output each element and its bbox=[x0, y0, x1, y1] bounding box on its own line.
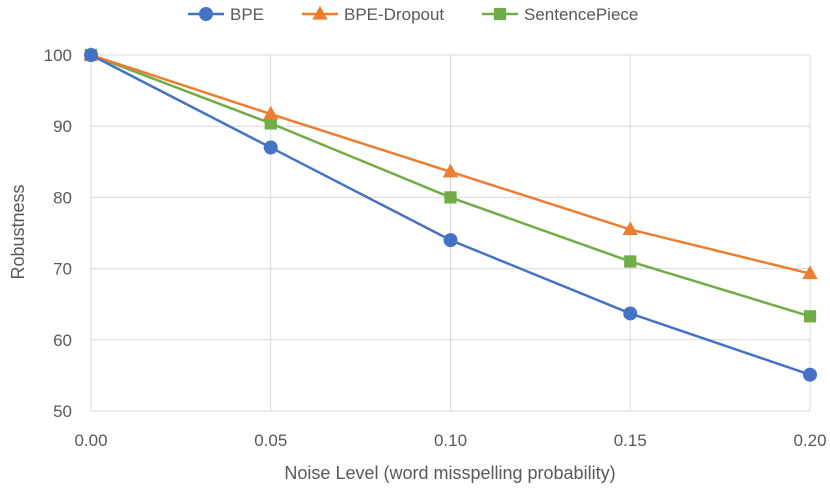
data-point bbox=[442, 163, 459, 178]
data-point bbox=[493, 7, 507, 21]
data-point bbox=[263, 105, 279, 120]
y-tick-label: 80 bbox=[53, 188, 72, 207]
y-axis-label: Robustness bbox=[8, 184, 28, 279]
y-tick-label: 90 bbox=[53, 117, 72, 136]
data-point bbox=[622, 221, 638, 236]
data-point bbox=[264, 117, 277, 130]
data-point bbox=[199, 7, 213, 21]
data-point bbox=[444, 191, 457, 204]
legend-item-sentencepiece: SentencePiece bbox=[482, 5, 638, 24]
x-tick-label: 0.10 bbox=[434, 431, 467, 450]
y-tick-label: 60 bbox=[53, 331, 72, 350]
legend-label: BPE-Dropout bbox=[344, 5, 444, 24]
data-point bbox=[624, 255, 637, 268]
data-point bbox=[802, 265, 818, 280]
legend: BPE BPE-Dropout SentencePiece bbox=[188, 5, 638, 24]
data-point bbox=[803, 367, 817, 382]
data-point bbox=[803, 310, 817, 323]
x-tick-label: 0.20 bbox=[793, 431, 826, 450]
x-tick-label: 0.00 bbox=[74, 431, 107, 450]
y-tick-label: 70 bbox=[53, 260, 72, 279]
y-tick-labels: 50 60 70 80 90 100 bbox=[44, 46, 72, 421]
data-point bbox=[443, 233, 458, 248]
data-point bbox=[84, 48, 98, 62]
y-tick-label: 50 bbox=[53, 402, 72, 421]
data-point bbox=[623, 306, 638, 321]
data-point bbox=[263, 140, 278, 155]
x-tick-label: 0.15 bbox=[614, 431, 647, 450]
series-markers bbox=[83, 46, 818, 382]
x-axis-label: Noise Level (word misspelling probabilit… bbox=[284, 463, 615, 483]
legend-label: BPE bbox=[230, 5, 264, 24]
legend-label: SentencePiece bbox=[524, 5, 638, 24]
y-tick-label: 100 bbox=[44, 46, 72, 65]
x-tick-label: 0.05 bbox=[254, 431, 287, 450]
x-tick-labels: 0.00 0.05 0.10 0.15 0.20 bbox=[74, 431, 826, 450]
data-point bbox=[312, 5, 328, 20]
legend-item-bpe-dropout: BPE-Dropout bbox=[302, 5, 444, 24]
legend-item-bpe: BPE bbox=[188, 5, 264, 24]
grid-lines bbox=[90, 54, 811, 412]
